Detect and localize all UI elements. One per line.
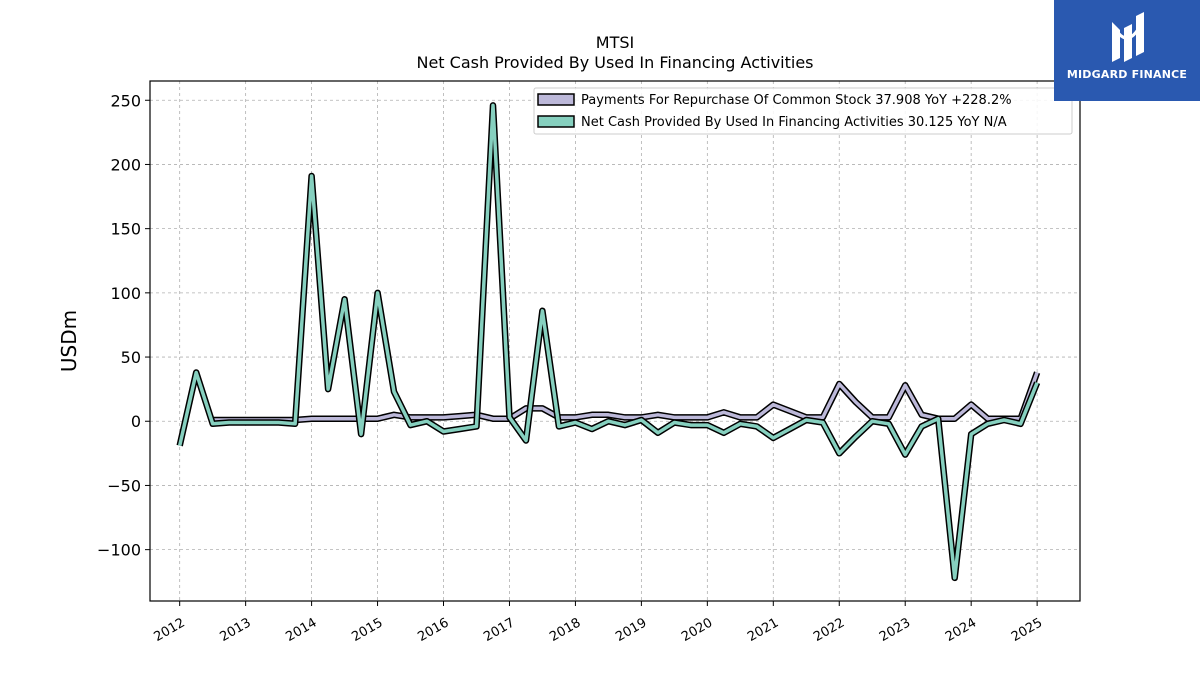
- legend-swatch-repurchase: [537, 93, 575, 106]
- y-tick-label: −50: [107, 476, 141, 495]
- series-line-0: [212, 371, 1039, 422]
- x-tick-label: 2013: [217, 615, 253, 645]
- legend-label-repurchase: Payments For Repurchase Of Common Stock …: [581, 93, 1012, 108]
- x-tick-label: 2018: [547, 615, 583, 645]
- chart-subtitle: Net Cash Provided By Used In Financing A…: [416, 53, 813, 72]
- y-tick-label: 200: [110, 155, 141, 174]
- x-axis: 2012 2013 2014 2015 2016 2017 2018 2019 2020 2021…: [152, 601, 1045, 645]
- plot-frame: [149, 80, 1081, 602]
- y-axis: −100 −50 0 50 100 150 200 250: [97, 91, 150, 560]
- series-line-1: [177, 103, 1039, 580]
- x-tick-label: 2024: [943, 615, 979, 645]
- x-tick-label: 2016: [415, 615, 451, 645]
- chart-title: MTSI: [596, 33, 634, 52]
- y-tick-label: −100: [97, 541, 141, 560]
- y-tick-label: 100: [110, 284, 141, 303]
- x-tick-label: 2014: [283, 615, 319, 645]
- x-tick-label: 2017: [481, 615, 517, 645]
- legend-label-financing: Net Cash Provided By Used In Financing A…: [581, 115, 1007, 130]
- series-outline-0: [212, 371, 1041, 424]
- y-tick-label: 0: [131, 412, 141, 431]
- logo-mark-icon: [1112, 12, 1144, 62]
- x-tick-label: 2012: [152, 615, 188, 645]
- series-outline-1: [176, 102, 1041, 582]
- brand-name: MIDGARD FINANCE: [1066, 68, 1188, 81]
- x-tick-label: 2025: [1009, 615, 1045, 645]
- y-tick-label: 250: [110, 91, 141, 110]
- plot-area: [176, 102, 1041, 582]
- y-tick-label: 150: [110, 220, 141, 239]
- grid: [150, 81, 1080, 601]
- y-tick-label: 50: [121, 348, 141, 367]
- x-tick-label: 2015: [349, 615, 385, 645]
- legend-box: [533, 87, 1073, 135]
- x-tick-label: 2022: [811, 615, 847, 645]
- legend: Payments For Repurchase Of Common Stock …: [533, 87, 1073, 135]
- y-axis-label: USDm: [57, 310, 81, 372]
- brand-logo: MIDGARD FINANCE: [1054, 0, 1200, 101]
- legend-swatch-financing: [537, 115, 575, 128]
- x-tick-label: 2023: [877, 615, 913, 645]
- x-tick-label: 2019: [613, 615, 649, 645]
- x-tick-label: 2020: [679, 615, 715, 645]
- x-tick-label: 2021: [745, 615, 781, 645]
